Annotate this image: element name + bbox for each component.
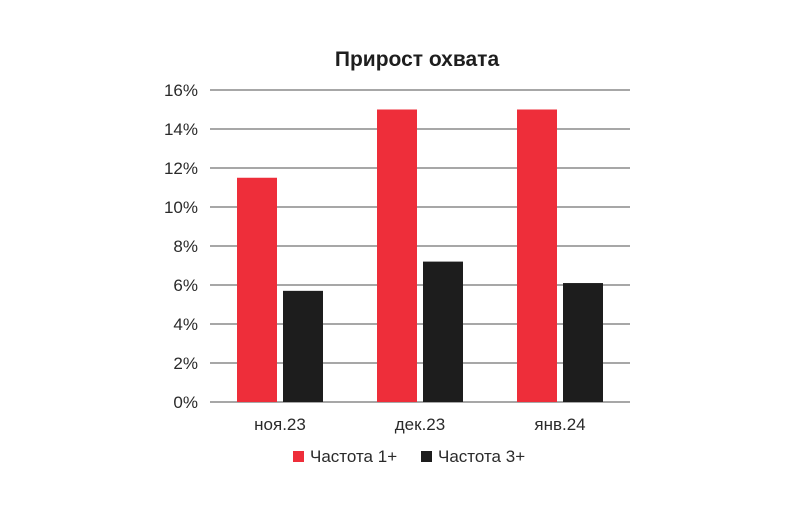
legend-label: Частота 3+ (438, 447, 525, 466)
legend: Частота 1+ Частота 3+ (293, 447, 525, 466)
bar-frequency-3plus (563, 283, 603, 402)
y-tick-label: 2% (173, 354, 198, 373)
bars (237, 109, 603, 402)
legend-swatch (421, 451, 432, 462)
bar-frequency-1plus (237, 177, 277, 402)
x-axis-ticks: ноя.23 дек.23 янв.24 (254, 415, 585, 434)
y-tick-label: 0% (173, 393, 198, 412)
y-tick-label: 16% (164, 81, 198, 100)
y-tick-label: 8% (173, 237, 198, 256)
y-tick-label: 14% (164, 120, 198, 139)
x-tick-label: янв.24 (534, 415, 585, 434)
legend-label: Частота 1+ (310, 447, 397, 466)
y-tick-label: 4% (173, 315, 198, 334)
bar-frequency-3plus (423, 261, 463, 402)
y-tick-label: 10% (164, 198, 198, 217)
gridlines (210, 89, 630, 403)
y-tick-label: 6% (173, 276, 198, 295)
bar-frequency-1plus (377, 109, 417, 402)
chart-title: Прирост охвата (335, 48, 500, 71)
y-axis-ticks: 0% 2% 4% 6% 8% 10% 12% 14% 16% (164, 81, 198, 412)
y-tick-label: 12% (164, 159, 198, 178)
x-tick-label: ноя.23 (254, 415, 306, 434)
x-tick-label: дек.23 (395, 415, 445, 434)
legend-swatch (293, 451, 304, 462)
bar-frequency-3plus (283, 290, 323, 402)
bar-frequency-1plus (517, 109, 557, 402)
